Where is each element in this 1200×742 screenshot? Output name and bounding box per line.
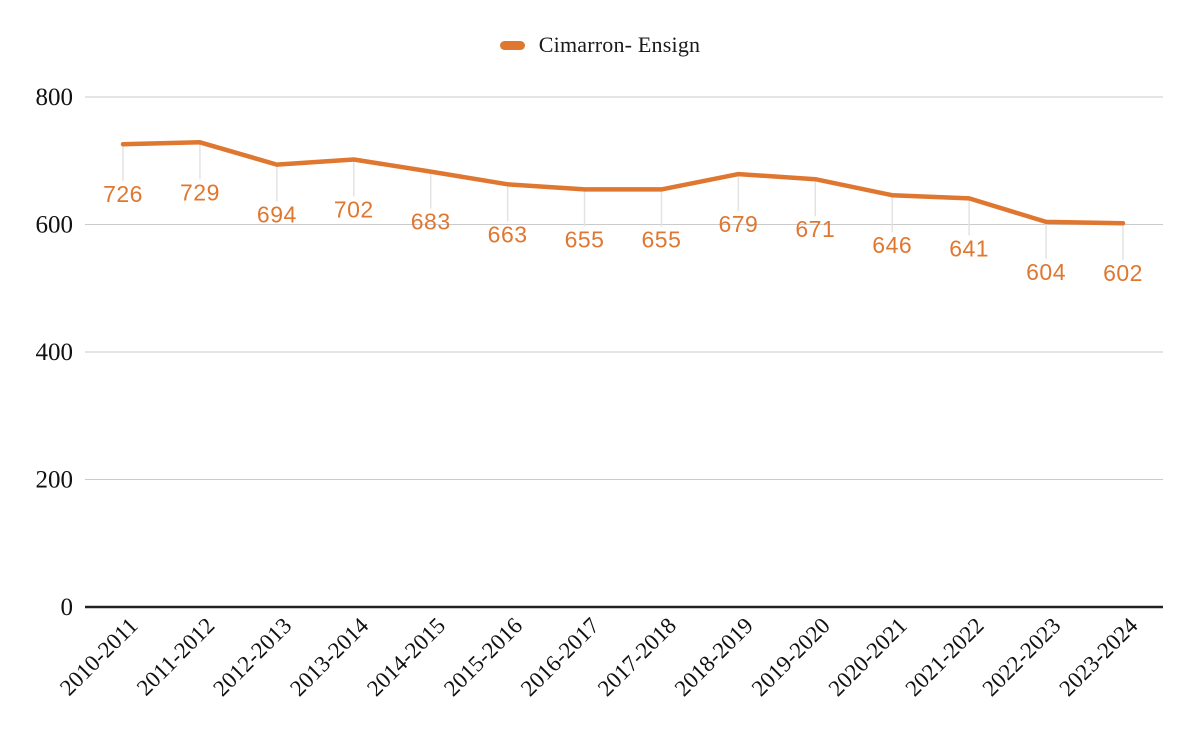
data-point-label: 655 xyxy=(642,226,682,252)
legend-label: Cimarron- Ensign xyxy=(538,32,701,57)
x-axis-label: 2016-2017 xyxy=(516,613,604,701)
x-axis-label: 2019-2020 xyxy=(747,613,835,701)
data-point-label: 679 xyxy=(718,211,758,237)
x-axis-label: 2018-2019 xyxy=(670,613,758,701)
legend-swatch-icon xyxy=(499,40,525,50)
x-axis-label: 2023-2024 xyxy=(1054,613,1143,702)
data-point-label: 602 xyxy=(1103,260,1143,286)
x-axis-label: 2012-2013 xyxy=(208,613,296,701)
data-point-label: 604 xyxy=(1026,259,1066,285)
series-line xyxy=(120,140,1126,226)
y-axis-label: 400 xyxy=(36,339,74,366)
x-axis-label: 2010-2011 xyxy=(55,613,143,701)
x-axis-label: 2015-2016 xyxy=(439,613,527,701)
x-axis-label: 2013-2014 xyxy=(285,613,374,702)
data-point-label: 683 xyxy=(411,209,451,235)
y-axis-label: 600 xyxy=(36,212,74,239)
data-point-label: 702 xyxy=(334,196,374,222)
data-point-label: 729 xyxy=(180,179,220,205)
data-point-label: 655 xyxy=(565,226,605,252)
x-axis-label: 2022-2023 xyxy=(977,613,1065,701)
data-point-label: 694 xyxy=(257,202,297,228)
data-point-label: 663 xyxy=(488,221,528,247)
y-axis-label: 800 xyxy=(36,84,74,111)
x-axis-label: 2020-2021 xyxy=(824,613,912,701)
data-point-label: 671 xyxy=(795,216,835,242)
x-axis-label: 2011-2012 xyxy=(132,613,220,701)
legend: Cimarron- Ensign xyxy=(0,30,1200,60)
y-axis-label: 0 xyxy=(61,594,74,621)
data-point-label: 641 xyxy=(949,235,989,261)
data-point-label: 646 xyxy=(872,232,912,258)
x-axis-label: 2017-2018 xyxy=(593,613,681,701)
y-axis-label: 200 xyxy=(36,467,74,494)
x-axis-label: 2021-2022 xyxy=(901,613,989,701)
data-point-label: 726 xyxy=(103,181,143,207)
x-axis-label: 2014-2015 xyxy=(362,613,450,701)
